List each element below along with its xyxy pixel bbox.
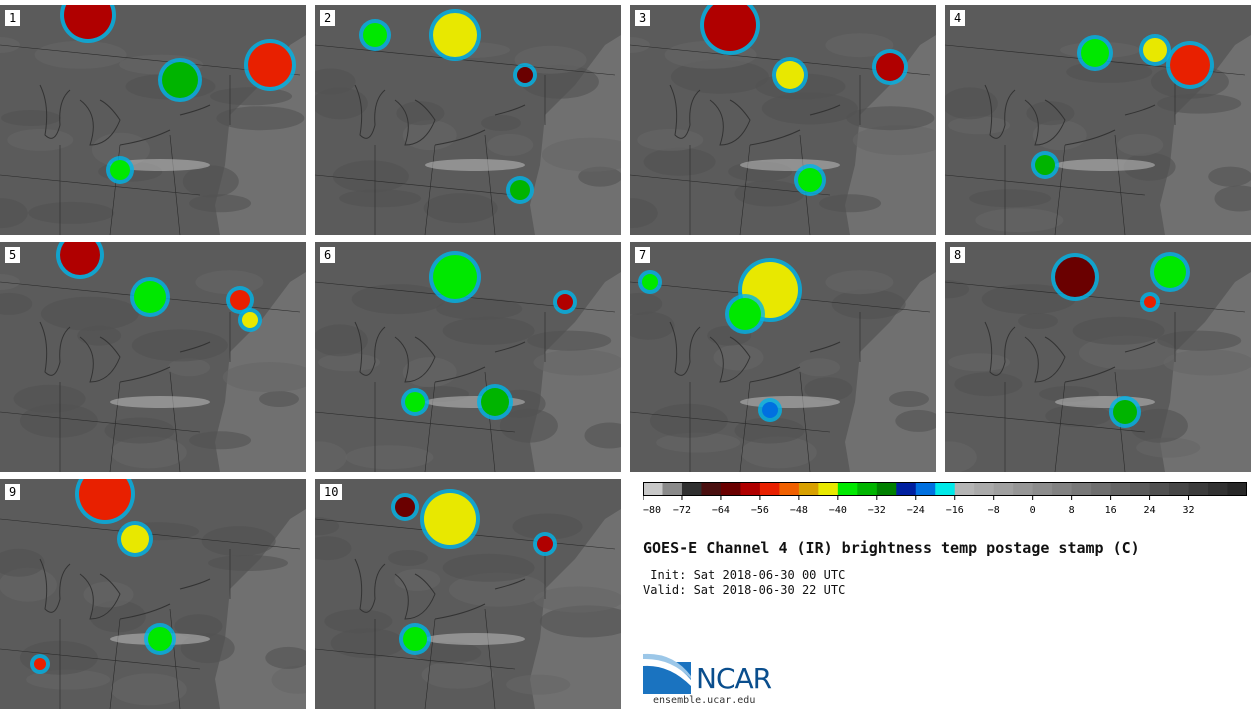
map-panel-6: 6: [315, 242, 621, 472]
colorbar-bin: [1071, 482, 1092, 496]
panel-number-label: 4: [950, 10, 966, 26]
colorbar-bin: [1130, 482, 1151, 496]
map-panel-1: 1: [0, 5, 306, 235]
colorbar-bin: [1091, 482, 1112, 496]
colorbar-tick-label: −80: [643, 505, 661, 516]
satellite-image: [630, 258, 936, 472]
colorbar-tick-label: 0: [1030, 505, 1036, 516]
map-panel-4: 4: [945, 5, 1251, 235]
colorbar-bin: [1013, 482, 1034, 496]
colorbar-tick-label: 32: [1183, 505, 1195, 516]
panel-number-label: 7: [635, 247, 651, 263]
colorbar-tick-label: 16: [1105, 505, 1117, 516]
colorbar-tick-label: −48: [790, 505, 808, 516]
colorbar-tick-label: −24: [907, 505, 925, 516]
satellite-image: [0, 242, 306, 472]
colorbar-bin: [818, 482, 839, 496]
colorbar-tick-label: −8: [988, 505, 1000, 516]
figure-title: GOES-E Channel 4 (IR) brightness temp po…: [643, 539, 1140, 557]
panel-number-label: 5: [5, 247, 21, 263]
colorbar-bin: [643, 482, 663, 496]
satellite-image: [315, 9, 621, 235]
colorbar-tick-label: −64: [712, 505, 730, 516]
colorbar-bin: [915, 482, 936, 496]
panel-number-label: 1: [5, 10, 21, 26]
map-panel-3: 3: [630, 5, 936, 235]
panel-number-label: 2: [320, 10, 336, 26]
colorbar-tick-label: −16: [946, 505, 964, 516]
map-panel-5: 5: [0, 242, 306, 472]
colorbar: −80 −72 −64 −56 −48 −40 −32 −24 −16 −8 0 8 16 24 32: [643, 482, 1247, 516]
satellite-image: [630, 5, 936, 235]
colorbar-bin: [1032, 482, 1053, 496]
map-panel-2: 2: [315, 5, 621, 235]
colorbar-bin: [896, 482, 917, 496]
colorbar-bin: [798, 482, 819, 496]
panel-number-label: 9: [5, 484, 21, 500]
satellite-image: [945, 252, 1251, 472]
panel-number-label: 6: [320, 247, 336, 263]
colorbar-bin: [1227, 482, 1247, 496]
ncar-logo: [643, 653, 691, 694]
panel-number-label: 3: [635, 10, 651, 26]
colorbar-bin: [662, 482, 683, 496]
satellite-image: [945, 34, 1251, 235]
colorbar-bin: [876, 482, 897, 496]
valid-time: Valid: Sat 2018-06-30 22 UTC: [643, 583, 846, 597]
ncar-url: ensemble.ucar.edu: [653, 695, 756, 706]
satellite-image: [315, 489, 621, 709]
map-panel-10: 10: [315, 479, 621, 709]
colorbar-bin: [1110, 482, 1131, 496]
init-time: Init: Sat 2018-06-30 00 UTC: [643, 568, 846, 582]
colorbar-bin: [779, 482, 800, 496]
colorbar-bin: [681, 482, 702, 496]
panel-number-label: 8: [950, 247, 966, 263]
colorbar-bin: [954, 482, 975, 496]
colorbar-bin: [1169, 482, 1190, 496]
colorbar-tick-label: −32: [868, 505, 886, 516]
colorbar-bin: [759, 482, 780, 496]
ncar-logo-text: NCAR: [696, 662, 772, 695]
satellite-image: [0, 5, 306, 235]
map-panel-7: 7: [630, 242, 936, 472]
colorbar-bin: [740, 482, 761, 496]
colorbar-bin: [974, 482, 995, 496]
colorbar-bin: [720, 482, 741, 496]
map-panel-9: 9: [0, 479, 306, 709]
colorbar-bin: [1149, 482, 1170, 496]
colorbar-tick-label: 8: [1069, 505, 1075, 516]
colorbar-tick-label: −72: [673, 505, 691, 516]
colorbar-bin: [1208, 482, 1229, 496]
satellite-image: [315, 251, 621, 472]
colorbar-tick-label: 24: [1144, 505, 1156, 516]
map-panel-8: 8: [945, 242, 1251, 472]
colorbar-tick-label: −40: [829, 505, 847, 516]
colorbar-bin: [701, 482, 722, 496]
colorbar-bin: [857, 482, 878, 496]
colorbar-bin: [993, 482, 1014, 496]
satellite-image: [0, 479, 306, 709]
colorbar-bin: [1188, 482, 1209, 496]
colorbar-bin: [837, 482, 858, 496]
panel-number-label: 10: [320, 484, 343, 500]
colorbar-bin: [935, 482, 956, 496]
colorbar-tick-label: −56: [751, 505, 769, 516]
colorbar-bin: [1052, 482, 1073, 496]
